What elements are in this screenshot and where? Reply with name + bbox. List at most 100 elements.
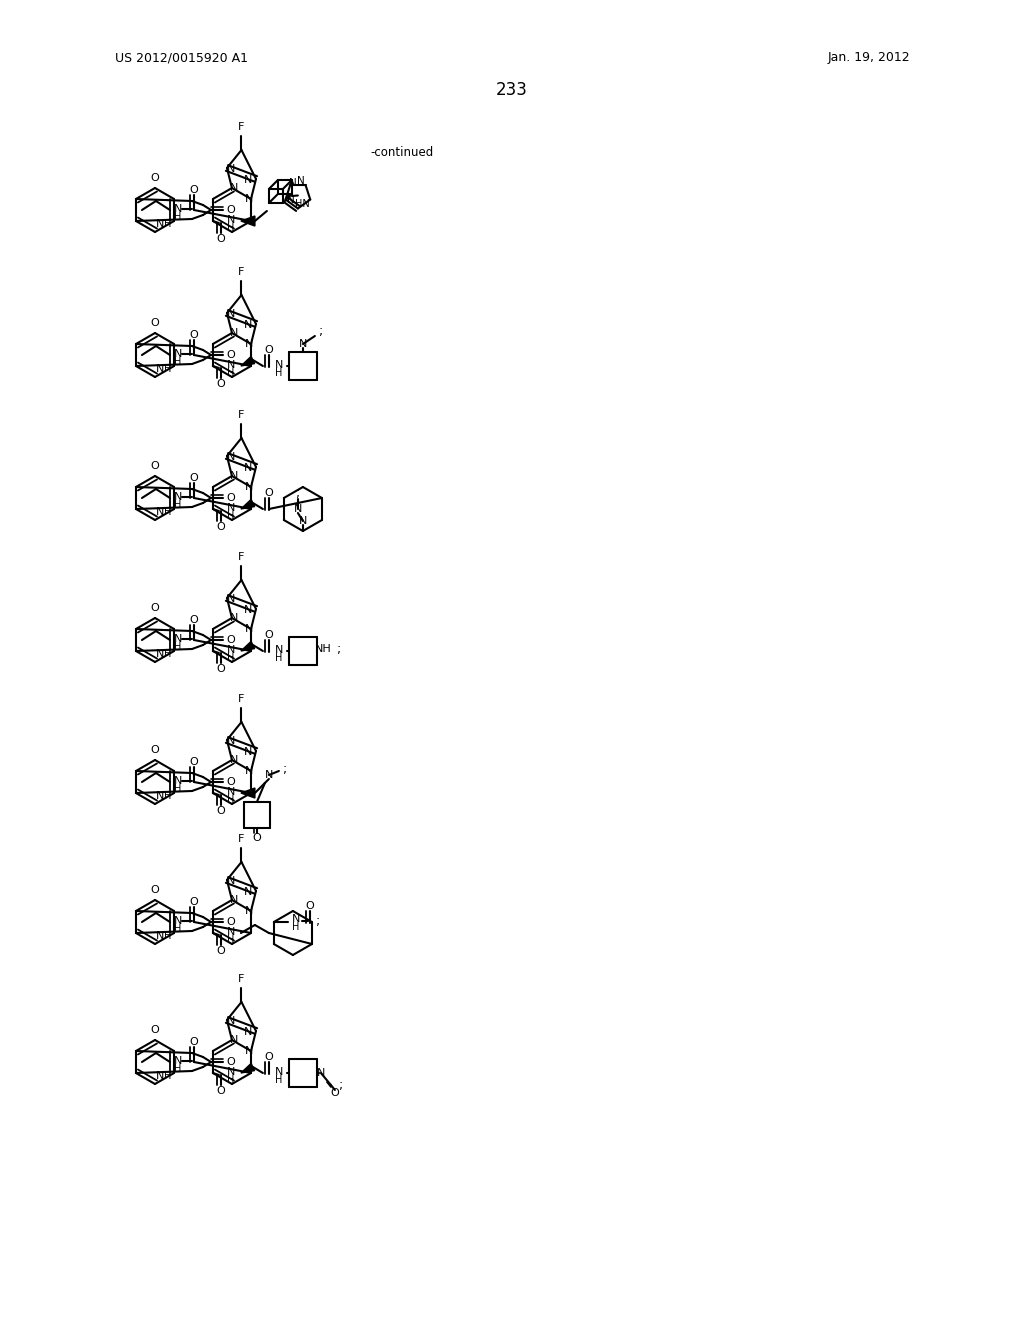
Text: O: O <box>151 173 160 183</box>
Text: N: N <box>156 791 164 801</box>
Text: H: H <box>227 935 234 945</box>
Text: N: N <box>299 516 307 525</box>
Text: O: O <box>151 461 160 471</box>
Text: O: O <box>189 615 199 624</box>
Text: ;: ; <box>318 326 323 338</box>
Text: H: H <box>165 931 172 941</box>
Text: H: H <box>275 368 283 378</box>
Text: O: O <box>189 756 199 767</box>
Text: N: N <box>244 605 252 615</box>
Text: N: N <box>244 887 252 898</box>
Text: O: O <box>151 884 160 895</box>
Text: N: N <box>245 194 253 205</box>
Text: 233: 233 <box>496 81 528 99</box>
Text: O: O <box>216 1086 225 1096</box>
Text: O: O <box>264 488 273 498</box>
Text: H: H <box>227 368 234 378</box>
Text: H: H <box>275 1074 283 1085</box>
Text: H: H <box>227 1074 234 1085</box>
Text: N: N <box>226 787 236 797</box>
Text: O: O <box>226 492 236 503</box>
Text: N: N <box>274 645 283 655</box>
Text: N: N <box>174 634 182 644</box>
Text: N: N <box>229 1035 239 1045</box>
Text: N: N <box>287 194 295 205</box>
Text: -continued: -continued <box>370 145 433 158</box>
Text: O: O <box>226 917 236 927</box>
Polygon shape <box>241 1064 255 1073</box>
Text: O: O <box>216 807 225 816</box>
Text: F: F <box>239 121 245 132</box>
Text: O: O <box>226 350 236 360</box>
Text: O: O <box>226 1057 236 1067</box>
Text: H: H <box>165 507 172 517</box>
Text: O: O <box>189 185 199 195</box>
Text: N: N <box>294 504 302 513</box>
Text: ;: ; <box>315 916 319 928</box>
Text: O: O <box>216 664 225 675</box>
Text: N: N <box>226 360 236 370</box>
Text: O: O <box>226 777 236 787</box>
Text: HN: HN <box>295 198 309 209</box>
Text: N: N <box>174 205 182 214</box>
Text: O: O <box>216 946 225 956</box>
Text: N: N <box>244 747 252 756</box>
Text: N: N <box>245 624 253 634</box>
Text: H: H <box>165 1071 172 1081</box>
Text: N: N <box>226 503 236 513</box>
Text: N: N <box>226 1016 236 1026</box>
Text: F: F <box>239 834 245 843</box>
Text: O: O <box>151 318 160 327</box>
Text: ;: ; <box>337 643 341 656</box>
Text: O: O <box>189 330 199 341</box>
Text: NH: NH <box>314 644 332 653</box>
Text: O: O <box>151 744 160 755</box>
Text: H: H <box>174 784 181 795</box>
Text: N: N <box>297 176 304 186</box>
Text: H: H <box>292 921 300 932</box>
Text: N: N <box>299 339 307 348</box>
Text: N: N <box>156 364 164 374</box>
Text: N: N <box>226 594 236 605</box>
Text: N: N <box>226 1067 236 1077</box>
Text: F: F <box>239 694 245 704</box>
Text: N: N <box>229 755 239 766</box>
Text: N: N <box>226 737 236 746</box>
Text: N: N <box>229 183 239 193</box>
Text: N: N <box>244 1027 252 1038</box>
Text: N: N <box>229 327 239 338</box>
Text: N: N <box>292 913 300 924</box>
Text: O: O <box>216 234 225 244</box>
Text: O: O <box>264 345 273 355</box>
Text: N: N <box>174 348 182 359</box>
Text: N: N <box>274 1067 283 1077</box>
Polygon shape <box>241 216 255 226</box>
Text: N: N <box>226 645 236 655</box>
Text: O: O <box>216 379 225 389</box>
Text: O: O <box>189 898 199 907</box>
Text: H: H <box>174 642 181 652</box>
Text: N: N <box>244 176 252 185</box>
Text: H: H <box>174 1064 181 1074</box>
Text: O: O <box>151 603 160 612</box>
Text: N: N <box>245 482 253 492</box>
Text: H: H <box>174 213 181 222</box>
Text: N: N <box>316 1068 325 1078</box>
Text: N: N <box>174 492 182 502</box>
Text: N: N <box>245 1045 253 1056</box>
Polygon shape <box>241 788 255 799</box>
Polygon shape <box>241 642 255 651</box>
Text: O: O <box>151 1026 160 1035</box>
Text: H: H <box>165 219 172 228</box>
Text: F: F <box>239 411 245 420</box>
Text: N: N <box>229 612 239 623</box>
Text: O: O <box>189 1038 199 1047</box>
Text: N: N <box>245 906 253 916</box>
Text: N: N <box>274 360 283 370</box>
Text: H: H <box>174 356 181 367</box>
Text: N: N <box>156 931 164 941</box>
Text: O: O <box>264 1052 273 1063</box>
Text: N: N <box>156 1071 164 1081</box>
Text: H: H <box>275 653 283 663</box>
Text: US 2012/0015920 A1: US 2012/0015920 A1 <box>115 51 248 65</box>
